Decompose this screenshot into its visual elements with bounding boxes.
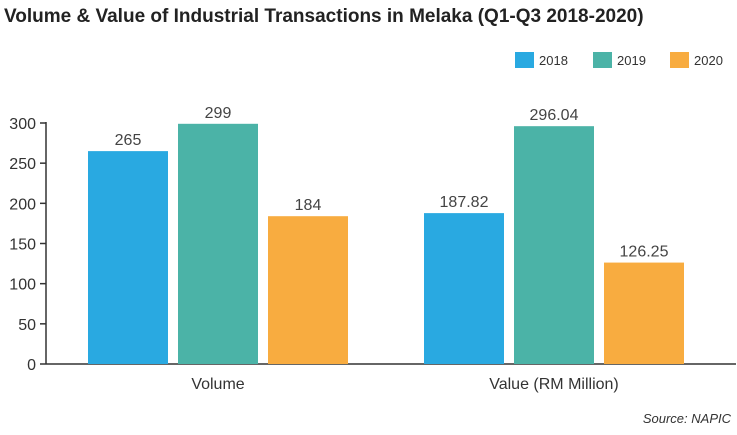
legend-label-2020: 2020 <box>694 53 723 68</box>
bar-group <box>88 123 684 364</box>
y-tick-label: 100 <box>9 277 36 294</box>
y-tick-label: 300 <box>9 116 36 133</box>
data-label: 265 <box>115 132 142 149</box>
legend-swatch-2019 <box>593 52 612 68</box>
bar-2020-value <box>604 262 684 364</box>
y-tick-label: 200 <box>9 196 36 213</box>
x-category-label: Value (RM Million) <box>489 376 619 393</box>
bar-2020-volume <box>268 216 348 364</box>
y-tick-label: 150 <box>9 237 36 254</box>
legend-label-2019: 2019 <box>617 53 646 68</box>
y-axis-ticks: 0 50 100 150 200 250 300 <box>9 116 46 374</box>
y-tick-label: 250 <box>9 156 36 173</box>
source-note: Source: NAPIC <box>643 411 732 426</box>
chart-legend: 2018 2019 2020 <box>515 52 723 68</box>
bar-2018-volume <box>88 151 168 364</box>
chart-title: Volume & Value of Industrial Transaction… <box>4 6 644 27</box>
data-label: 299 <box>205 105 232 122</box>
data-label: 184 <box>295 197 322 214</box>
legend-label-2018: 2018 <box>539 53 568 68</box>
data-label-group: 265 299 184 187.82 296.04 126.25 <box>115 105 669 261</box>
data-label: 296.04 <box>530 107 579 124</box>
legend-swatch-2020 <box>670 52 689 68</box>
y-tick-label: 50 <box>18 317 36 334</box>
bar-2018-value <box>424 213 504 364</box>
bar-2019-value <box>514 126 594 364</box>
bar-2019-volume <box>178 123 258 364</box>
legend-swatch-2018 <box>515 52 534 68</box>
x-axis-labels: Volume Value (RM Million) <box>191 376 618 393</box>
data-label: 187.82 <box>440 194 489 211</box>
y-tick-label: 0 <box>27 357 36 374</box>
x-category-label: Volume <box>191 376 244 393</box>
data-label: 126.25 <box>620 244 669 261</box>
